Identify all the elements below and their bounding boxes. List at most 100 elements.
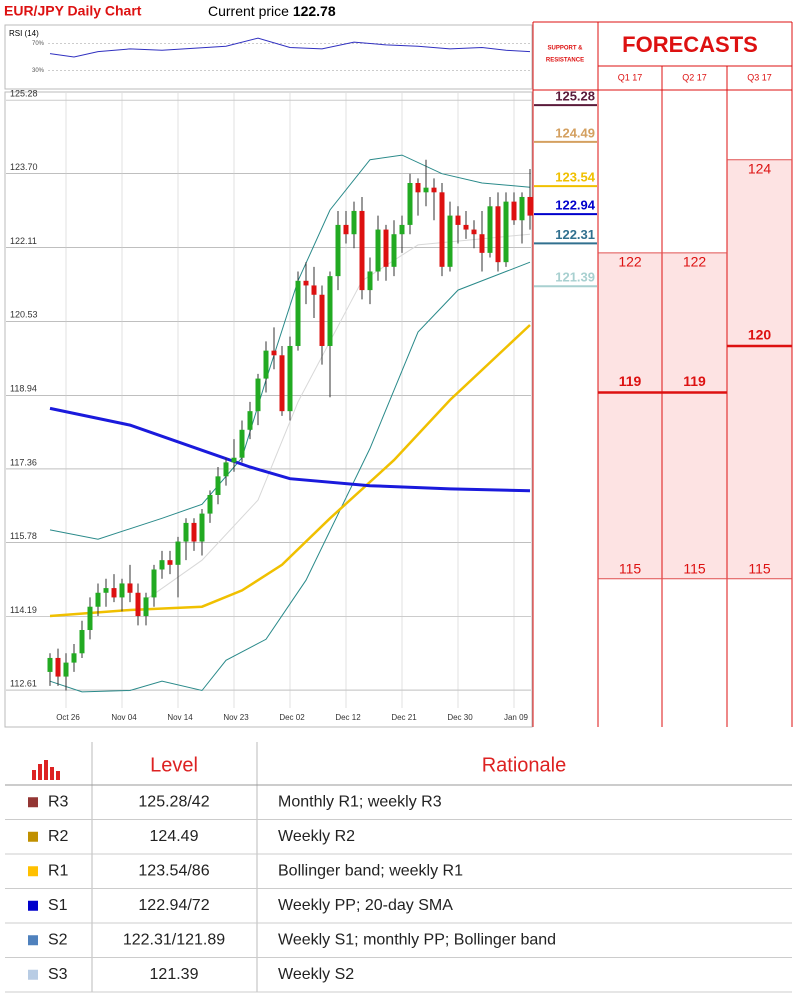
row-level: 122.31/121.89 (123, 931, 225, 948)
price-label: Current price (208, 3, 289, 19)
y-tick-label: 117.36 (10, 457, 37, 467)
candle-body (87, 606, 93, 631)
candle-body (495, 206, 501, 263)
candle-body (207, 494, 213, 514)
candle-body (127, 583, 133, 593)
candle-body (103, 588, 109, 593)
sr-value: 123.54 (555, 170, 596, 185)
forecast-mid: 119 (683, 373, 706, 389)
candle-body (487, 206, 493, 253)
candle-body (479, 234, 485, 253)
candle-body (471, 229, 477, 235)
candle-body (463, 224, 469, 230)
x-tick-label: Dec 21 (391, 713, 417, 722)
indicator-line (49, 324, 531, 618)
row-swatch (28, 900, 38, 911)
table-icon (32, 760, 60, 780)
sr-value: 124.49 (555, 125, 595, 140)
candle-body (335, 224, 341, 277)
candle-body (511, 201, 517, 221)
sr-value: 125.28 (555, 89, 595, 104)
candle-body (383, 229, 389, 267)
candle-body (359, 210, 365, 291)
x-tick-label: Dec 02 (279, 713, 305, 722)
forecast-high: 122 (683, 254, 707, 270)
row-level: 124.49 (150, 828, 199, 845)
candle-body (295, 280, 301, 346)
indicator-line (49, 406, 531, 493)
row-level: 122.94/72 (138, 897, 209, 914)
candle-body (239, 429, 245, 458)
row-level: 121.39 (150, 966, 199, 983)
row-name: R1 (48, 862, 69, 879)
forecast-high: 122 (618, 254, 642, 270)
candle-body (175, 541, 181, 565)
row-level: 123.54/86 (138, 862, 209, 879)
forecast-title: FORECASTS (622, 32, 758, 57)
row-swatch (28, 831, 38, 842)
indicator-line (145, 233, 531, 601)
forecast-period: Q1 17 (618, 72, 643, 82)
price-value: 122.78 (293, 3, 336, 19)
candle-body (79, 630, 85, 654)
candle-body (47, 657, 53, 672)
candle-body (119, 583, 125, 598)
row-rationale: Weekly R2 (278, 828, 355, 845)
rsi-level-label: 30% (32, 68, 45, 74)
candle-body (399, 224, 405, 235)
candle-body (143, 597, 149, 617)
candle-body (431, 187, 437, 193)
row-name: R3 (48, 793, 69, 810)
candle-body (455, 215, 461, 225)
row-swatch (28, 797, 38, 808)
y-tick-label: 114.19 (10, 605, 37, 615)
row-swatch (28, 969, 38, 980)
candle-body (271, 350, 277, 356)
price-text: Current price 122.78 (208, 3, 336, 19)
candle-body (199, 513, 205, 542)
y-tick-label: 125.28 (10, 88, 38, 98)
y-tick-label: 122.11 (10, 236, 37, 246)
candle-body (319, 294, 325, 346)
rsi-line (49, 37, 531, 58)
row-rationale: Monthly R1; weekly R3 (278, 793, 442, 810)
candle-body (71, 653, 77, 663)
indicator-line (49, 261, 531, 693)
candle-body (311, 285, 317, 295)
rsi-level-label: 70% (32, 41, 45, 47)
candle-body (63, 662, 69, 677)
plot-frame (4, 91, 533, 728)
x-tick-label: Nov 14 (167, 713, 193, 722)
y-tick-label: 123.70 (10, 162, 38, 172)
candle-body (55, 657, 61, 677)
candle-body (527, 196, 533, 216)
candle-body (111, 588, 117, 598)
column-header: Level (150, 754, 198, 776)
candle-body (375, 229, 381, 272)
forecast-frame (532, 21, 793, 727)
candle-body (183, 522, 189, 542)
forecast-period: Q3 17 (747, 72, 772, 82)
candle-body (159, 560, 165, 570)
y-tick-label: 118.94 (10, 384, 37, 394)
candle-body (95, 592, 101, 607)
candle-body (447, 215, 453, 267)
x-tick-label: Nov 04 (111, 713, 137, 722)
x-tick-label: Oct 26 (56, 713, 80, 722)
row-swatch (28, 935, 38, 946)
column-header: Rationale (482, 754, 567, 776)
candle-body (503, 201, 509, 263)
forecast-range (662, 252, 727, 579)
forecast-low: 115 (748, 560, 771, 576)
candle-body (343, 224, 349, 235)
candle-body (407, 183, 413, 225)
sr-value: 121.39 (555, 270, 595, 285)
forecast-low: 115 (683, 560, 706, 576)
candle-body (351, 210, 357, 235)
candle-body (223, 462, 229, 477)
candle-body (231, 457, 237, 463)
candle-body (415, 183, 421, 193)
candle-body (439, 192, 445, 267)
sr-value: 122.31 (555, 227, 595, 242)
